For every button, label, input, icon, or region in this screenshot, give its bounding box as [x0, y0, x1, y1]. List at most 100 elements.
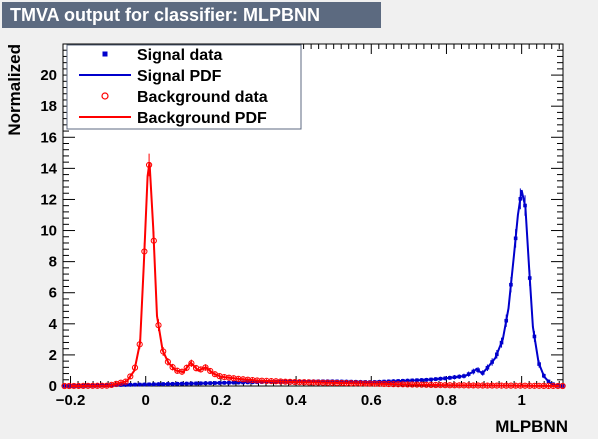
background-data-point — [526, 382, 533, 389]
background-data-point — [559, 382, 566, 390]
signal-data-point — [504, 318, 509, 323]
x-tick-label: 0.2 — [210, 392, 231, 409]
y-tick-label: 0 — [49, 378, 57, 395]
background-data-point — [127, 373, 134, 380]
signal-data-point — [462, 374, 466, 378]
background-data-point — [155, 322, 162, 329]
background-data-point — [536, 382, 543, 389]
signal-data-point — [424, 378, 429, 382]
signal-data-point — [217, 381, 222, 385]
signal-data-point — [410, 378, 415, 383]
signal-data-point — [151, 382, 156, 387]
y-tick-label: 4 — [49, 316, 58, 333]
signal-data-point — [438, 376, 443, 381]
signal-data-point — [457, 374, 462, 379]
background-data-point — [141, 248, 148, 255]
signal-data-point — [523, 203, 527, 208]
signal-data-point — [208, 381, 212, 385]
signal-data-point — [161, 382, 165, 386]
signal-data-point — [452, 375, 457, 380]
background-data-point — [446, 382, 453, 389]
background-data-point — [136, 341, 143, 348]
background-data-point — [183, 364, 190, 371]
signal-data-point — [419, 378, 424, 382]
background-data-point — [122, 378, 129, 385]
background-data-point — [89, 382, 96, 389]
background-data-point — [554, 382, 562, 390]
signal-data-point — [485, 365, 490, 370]
chart-title: TMVA output for classifier: MLPBNN — [2, 2, 381, 28]
background-data-point — [169, 364, 176, 371]
x-tick-label: 0 — [142, 392, 150, 409]
x-tick-label: 0.4 — [286, 392, 308, 409]
signal-data-point — [184, 381, 189, 386]
legend-label: Signal data — [137, 47, 222, 64]
signal-data-point — [537, 362, 541, 366]
signal-data-point — [213, 381, 217, 385]
background-data-point — [517, 382, 524, 389]
background-data-point — [493, 382, 500, 389]
signal-data-point — [415, 378, 419, 383]
y-axis-label: Normalized — [5, 44, 24, 136]
background-data-point — [512, 382, 519, 389]
signal-data-point — [189, 381, 194, 386]
background-data-point — [484, 382, 491, 389]
signal-data-point — [377, 379, 382, 384]
background-data-point — [474, 382, 482, 389]
signal-data-point — [480, 371, 485, 375]
background-data-point — [80, 382, 87, 389]
background-data-point — [94, 382, 101, 389]
background-data-point — [145, 161, 153, 169]
background-data-point — [456, 382, 463, 389]
background-data-point — [207, 367, 214, 375]
background-data-point — [531, 382, 538, 389]
x-tick-label: −0.2 — [56, 392, 86, 409]
signal-data-point — [499, 340, 504, 345]
background-data-point — [540, 382, 547, 389]
signal-data-point — [175, 381, 180, 386]
signal-data-point — [170, 382, 175, 386]
signal-data-point — [231, 380, 236, 385]
signal-data-point — [198, 381, 203, 386]
legend-square-marker — [102, 51, 108, 57]
signal-data-point — [546, 379, 551, 384]
signal-data-point — [429, 377, 433, 382]
y-tick-label: 16 — [40, 129, 57, 146]
background-data-point — [75, 382, 82, 390]
background-data-point — [550, 382, 557, 390]
signal-data-point — [401, 379, 405, 383]
background-data-point — [178, 368, 186, 375]
background-data-point — [465, 382, 472, 389]
signal-data-point — [396, 379, 400, 383]
legend-label: Signal PDF — [137, 68, 222, 85]
signal-data-point — [433, 377, 438, 381]
signal-data-point — [490, 360, 494, 364]
signal-data-point — [518, 197, 523, 201]
x-axis-label: MLPBNN — [495, 417, 568, 436]
background-data-point — [164, 358, 171, 365]
signal-data-point — [527, 276, 532, 280]
y-tick-label: 2 — [49, 347, 57, 364]
background-data-point — [503, 382, 510, 389]
signal-data-point — [495, 352, 499, 357]
background-data-point — [442, 382, 449, 389]
background-data-point — [66, 382, 73, 390]
signal-data-point — [513, 236, 518, 241]
background-data-point — [521, 382, 529, 389]
background-data-point — [545, 382, 552, 390]
signal-data-point — [448, 376, 452, 380]
signal-data-point — [123, 383, 128, 387]
y-tick-label: 14 — [40, 160, 57, 177]
signal-data-point — [147, 382, 151, 387]
y-tick-label: 12 — [40, 191, 57, 208]
background-data-point — [460, 382, 468, 389]
background-data-point — [479, 382, 486, 389]
background-data-point — [61, 382, 68, 390]
background-data-point — [498, 382, 505, 389]
background-data-point — [451, 382, 458, 389]
background-data-point — [188, 360, 195, 367]
y-tick-label: 10 — [40, 223, 57, 240]
signal-data-point — [443, 376, 447, 381]
